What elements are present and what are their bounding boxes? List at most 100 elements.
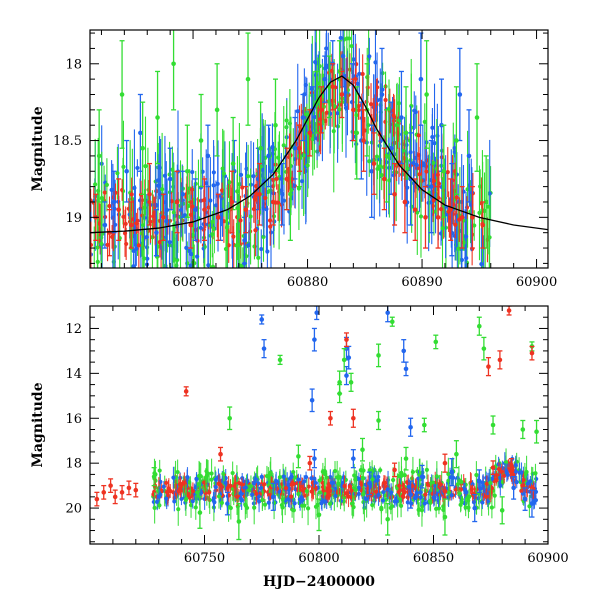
top-series-0-point-20-marker <box>340 53 346 59</box>
top-series-0-point-2 <box>124 139 130 203</box>
bottom-series-1-point-20 <box>453 440 459 469</box>
band-marker <box>230 470 235 476</box>
top-series-0-point-3-marker <box>138 130 143 136</box>
top-series-1-point-21-marker <box>424 92 429 97</box>
top-marker <box>221 171 226 176</box>
band-marker <box>225 486 230 491</box>
band-marker <box>216 481 221 486</box>
top-marker <box>356 104 361 109</box>
top-series-0-point-6-marker <box>180 191 186 197</box>
band-marker <box>317 478 322 483</box>
band-marker <box>480 480 485 485</box>
model-curve <box>90 75 548 234</box>
top-marker <box>234 243 239 248</box>
band-marker <box>347 484 353 489</box>
bottom-series-2-point-19 <box>126 480 132 496</box>
bottom-series-2-point-0 <box>183 386 189 397</box>
top-series-0-point-11 <box>242 216 248 265</box>
top-series-2-point-32 <box>480 201 486 249</box>
top-marker <box>237 182 242 187</box>
band-marker <box>391 477 396 483</box>
top-marker <box>186 248 192 253</box>
top-series-1-point-7-marker <box>214 107 220 113</box>
band-marker <box>248 484 254 489</box>
band-marker <box>291 508 296 513</box>
top-marker <box>238 172 244 177</box>
top-series-0-point-13 <box>266 124 272 188</box>
band-marker <box>254 491 259 496</box>
top-marker <box>190 204 195 209</box>
band-marker <box>394 499 399 504</box>
bottom-series-0-point-24 <box>529 489 535 518</box>
top-series-2-point-21 <box>361 109 367 172</box>
band-marker <box>187 480 192 485</box>
band-marker <box>171 475 176 480</box>
bottom-series-0-point-8-marker <box>385 310 391 316</box>
band-marker <box>259 474 264 479</box>
top-marker <box>157 218 163 223</box>
bottom-series-1-point-1-marker <box>433 339 439 345</box>
bottom-series-2-point-4 <box>506 306 512 316</box>
band-marker <box>431 495 436 500</box>
top-marker <box>351 57 356 62</box>
top-marker <box>487 191 492 196</box>
band-marker <box>179 496 184 502</box>
top-marker <box>182 213 188 218</box>
band-marker <box>262 502 268 507</box>
bottom-series-1-point-27-marker <box>151 474 157 479</box>
top-marker <box>164 219 169 224</box>
band-marker <box>303 474 309 480</box>
band-marker <box>361 468 366 473</box>
bottom-series-0-point-16-marker <box>449 469 455 475</box>
band-marker <box>184 496 189 501</box>
band-marker <box>499 469 504 474</box>
band-marker <box>353 487 358 493</box>
band-marker <box>313 504 319 509</box>
top-marker <box>204 181 209 186</box>
top-marker <box>134 221 139 226</box>
top-series-1-point-4 <box>171 30 177 111</box>
top-marker <box>102 190 107 195</box>
top-series-0-point-24 <box>379 47 385 142</box>
top-marker <box>310 137 315 142</box>
top-marker <box>213 203 219 208</box>
band-marker <box>427 499 433 504</box>
bottom-series-1-point-17-marker <box>296 454 301 459</box>
band-marker <box>213 477 218 482</box>
bottom-series-2-point-8-marker <box>218 451 223 457</box>
bottom-series-0-point-23 <box>472 493 478 523</box>
top-marker <box>335 111 340 116</box>
band-marker <box>434 474 439 479</box>
band-marker <box>320 480 325 485</box>
bottom-series-2-point-7-marker <box>529 350 535 356</box>
band-marker <box>480 500 485 505</box>
top-marker <box>360 71 365 77</box>
band-marker <box>463 505 468 510</box>
bottom-series-0-point-18-marker <box>511 485 516 491</box>
band-marker <box>496 467 502 472</box>
bottom-series-0-point-13 <box>350 449 356 469</box>
top-marker <box>104 182 109 187</box>
band-marker <box>274 486 280 491</box>
top-series-0-point-4 <box>153 209 159 257</box>
band-marker <box>301 488 306 493</box>
top-marker <box>164 266 169 268</box>
band-marker <box>416 507 421 512</box>
top-series-1-point-12-marker <box>288 191 293 197</box>
band-marker <box>423 492 428 497</box>
top-marker <box>190 169 195 175</box>
top-series-1-point-20 <box>403 86 409 180</box>
top-marker <box>295 109 300 114</box>
band-marker <box>164 490 170 495</box>
band-marker <box>283 486 289 491</box>
top-series-2-point-29-marker <box>448 207 453 212</box>
top-marker <box>170 167 175 172</box>
top-marker <box>284 118 289 123</box>
top-series-2-point-18-marker <box>330 84 336 90</box>
top-series-2-point-14-marker <box>284 176 290 182</box>
top-marker <box>275 200 281 205</box>
top-marker <box>131 248 136 254</box>
bottom-series-2-point-5-marker <box>486 364 491 369</box>
top-series-1-point-4-marker <box>171 61 176 67</box>
top-marker <box>160 187 165 192</box>
